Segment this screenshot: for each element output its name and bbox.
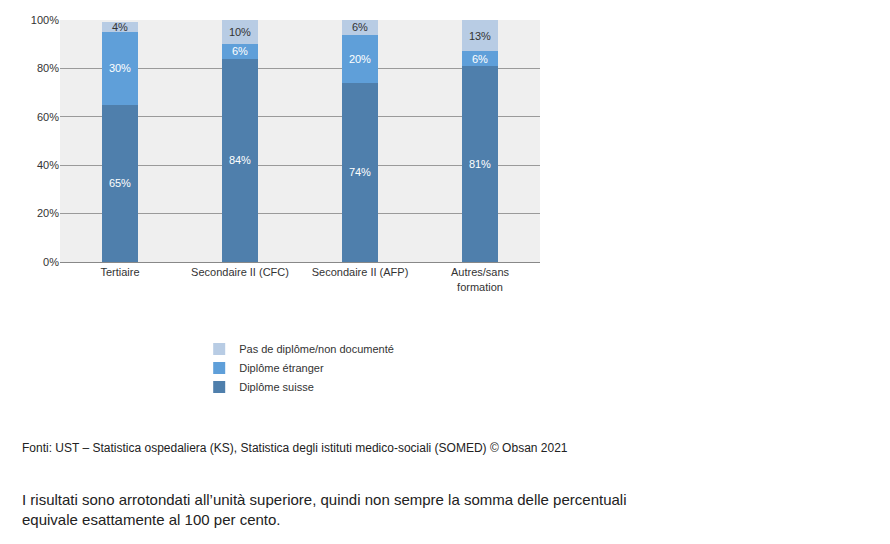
svg-text:80%: 80% [37,62,59,74]
svg-text:Tertiaire: Tertiaire [100,266,139,278]
svg-text:4%: 4% [112,21,128,33]
svg-text:Secondaire II (CFC): Secondaire II (CFC) [191,266,289,278]
svg-text:Secondaire II (AFP): Secondaire II (AFP) [312,266,409,278]
svg-text:81%: 81% [469,158,491,170]
svg-text:Autres/sansformation: Autres/sansformation [451,266,510,292]
svg-text:74%: 74% [349,166,371,178]
svg-text:13%: 13% [469,30,491,42]
svg-text:100%: 100% [31,14,59,26]
svg-text:84%: 84% [229,154,251,166]
svg-text:Diplôme suisse: Diplôme suisse [239,381,314,393]
svg-text:65%: 65% [109,177,131,189]
svg-text:Fonti: UST – Statistica ospeda: Fonti: UST – Statistica ospedaliera (KS)… [22,441,568,455]
svg-text:60%: 60% [37,111,59,123]
svg-text:Pas de diplôme/non documenté: Pas de diplôme/non documenté [239,343,394,355]
svg-text:6%: 6% [352,21,368,33]
svg-text:I risultati sono arrotondati a: I risultati sono arrotondati all’unità s… [22,491,627,528]
svg-text:10%: 10% [229,26,251,38]
svg-text:0%: 0% [43,256,59,268]
svg-text:20%: 20% [37,207,59,219]
svg-text:20%: 20% [349,53,371,65]
svg-text:40%: 40% [37,159,59,171]
svg-text:6%: 6% [232,45,248,57]
svg-text:Diplôme étranger: Diplôme étranger [239,362,324,374]
svg-text:30%: 30% [109,62,131,74]
svg-text:6%: 6% [472,53,488,65]
